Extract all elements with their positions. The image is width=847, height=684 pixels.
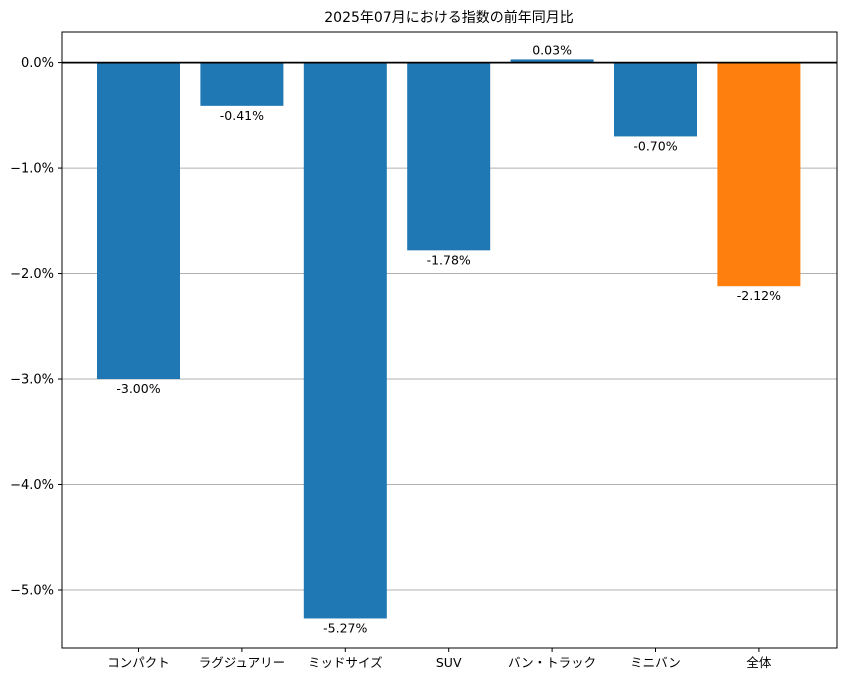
- bar-value-label: -3.00%: [116, 381, 160, 396]
- bar-value-label: -1.78%: [427, 252, 471, 267]
- bar: [510, 59, 594, 63]
- y-tick-label: −4.0%: [10, 478, 54, 493]
- y-tick-label: 0.0%: [21, 56, 54, 71]
- bar: [407, 62, 491, 251]
- y-tick-label: −1.0%: [10, 162, 54, 177]
- bar-value-label: -5.27%: [323, 620, 367, 635]
- chart-title: 2025年07月における指数の前年同月比: [324, 9, 573, 26]
- grid-lines: [62, 167, 837, 591]
- x-tick-label: ミニバン: [630, 655, 681, 670]
- bar: [97, 62, 180, 380]
- bar: [200, 62, 284, 106]
- bar: [303, 62, 387, 619]
- bar: [717, 62, 801, 287]
- x-tick-label: ラグジュアリー: [199, 655, 285, 670]
- x-tick-label: コンパクト: [107, 655, 170, 670]
- value-labels: -3.00% -0.41% -5.27% -1.78% 0.03% -0.70% -2.12…: [116, 42, 781, 635]
- bar: [614, 62, 697, 137]
- y-tick-label: −5.0%: [10, 583, 54, 598]
- y-tick-label: −3.0%: [10, 373, 54, 388]
- x-axis: コンパクト ラグジュアリー ミッドサイズ SUV バン・トラック ミニバン 全体: [107, 648, 772, 670]
- bar-value-label: -0.70%: [633, 138, 677, 153]
- bar-value-label: 0.03%: [532, 42, 572, 57]
- bar-value-label: -2.12%: [737, 288, 781, 303]
- y-axis: 0.0% −1.0% −2.0% −3.0% −4.0% −5.0%: [10, 56, 62, 598]
- bar-value-label: -0.41%: [220, 108, 264, 123]
- x-tick-label: バン・トラック: [508, 655, 596, 670]
- x-tick-label: 全体: [746, 655, 772, 670]
- plot-frame: [61, 31, 838, 649]
- y-tick-label: −2.0%: [10, 267, 54, 282]
- x-tick-label: ミッドサイズ: [308, 655, 383, 670]
- bars: [62, 59, 837, 619]
- x-tick-label: SUV: [436, 655, 462, 670]
